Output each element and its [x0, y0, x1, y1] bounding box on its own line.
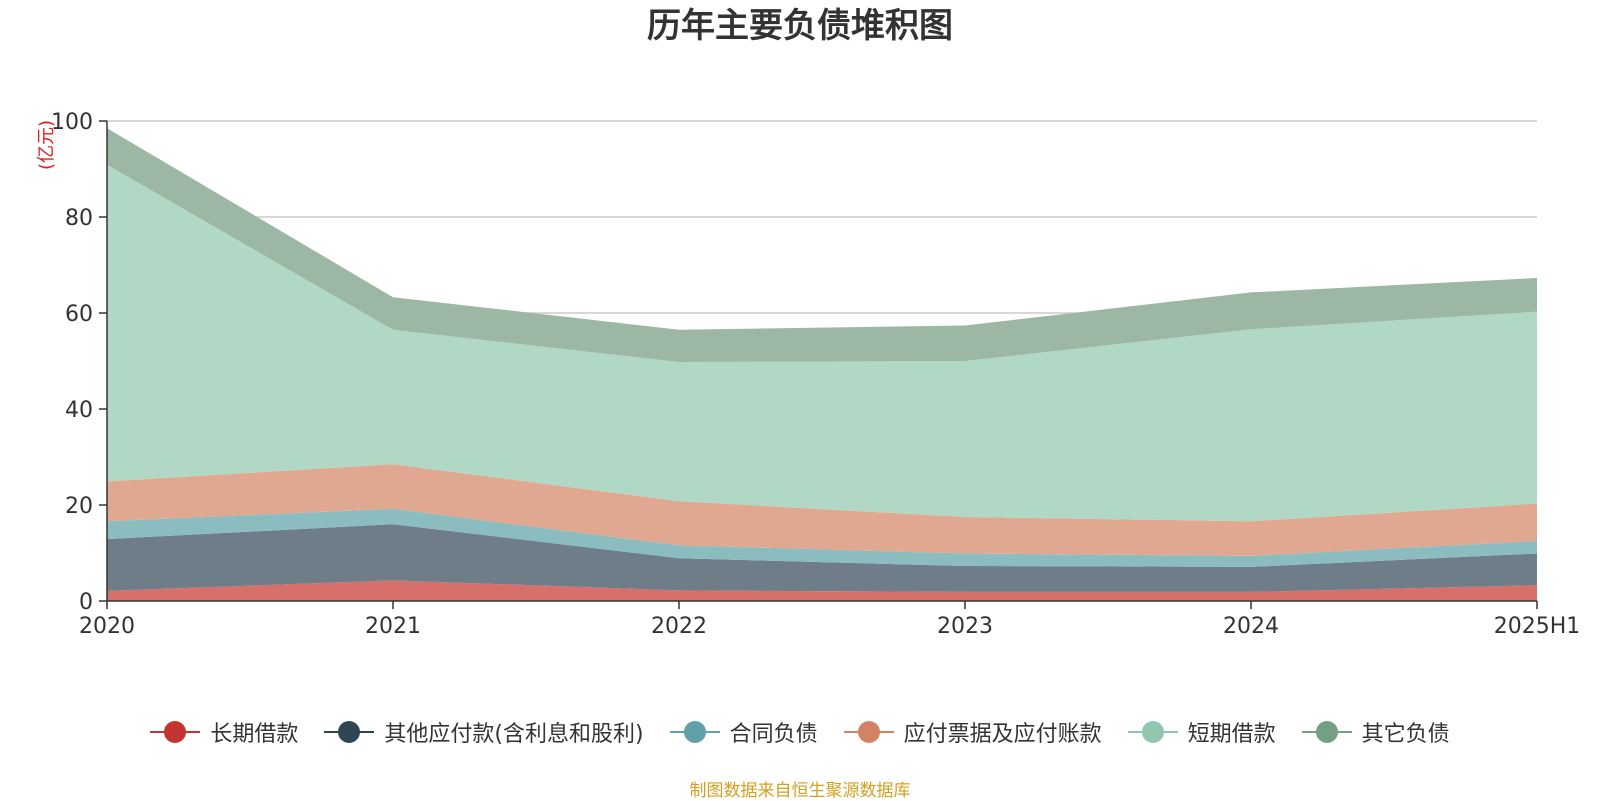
- x-tick-label: 2025H1: [1494, 614, 1581, 639]
- x-tick-label: 2022: [651, 614, 707, 639]
- legend-item[interactable]: 短期借款: [1127, 716, 1276, 748]
- area-series-5: [107, 164, 1537, 522]
- x-tick-label: 2021: [365, 614, 421, 639]
- legend-item[interactable]: 其他应付款(含利息和股利): [324, 716, 644, 748]
- legend-label: 应付票据及应付账款: [903, 722, 1102, 747]
- area-layer: [107, 128, 1537, 601]
- y-tick-label: 100: [51, 110, 93, 135]
- x-tick-label: 2020: [79, 614, 135, 639]
- area-series-1: [107, 580, 1537, 601]
- area-series-3: [107, 508, 1537, 567]
- x-tick-label: 2023: [937, 614, 993, 639]
- legend-marker-icon: [324, 719, 375, 745]
- source-note: 制图数据来自恒生聚源数据库: [689, 781, 911, 801]
- area-series-2: [107, 524, 1537, 592]
- y-tick-label: 20: [65, 494, 93, 519]
- legend-marker-icon: [669, 719, 720, 745]
- axis-layer: 0 20 40 60 80 100 2020 2021 2022 2023 2024 2025H1: [51, 110, 1580, 639]
- legend-item[interactable]: 其它负债: [1301, 716, 1450, 748]
- stacked-area-chart: 0 20 40 60 80 100 2020 2021 2022 2023 2024 2025H1 (…: [36, 110, 1580, 639]
- chart-title: 历年主要负债堆积图: [647, 6, 953, 46]
- area-series-6: [107, 128, 1537, 362]
- y-tick-label: 0: [79, 590, 93, 615]
- legend-item[interactable]: 长期借款: [150, 716, 298, 748]
- legend: 长期借款 其他应付款(含利息和股利) 合同负债 应付票据及应付账款 短期借款 其它负债: [0, 716, 1600, 748]
- legend-label: 其他应付款(含利息和股利): [384, 722, 644, 747]
- legend-marker-icon: [843, 719, 894, 745]
- area-series-4: [107, 464, 1537, 556]
- y-axis-unit-label: (亿元): [36, 120, 57, 170]
- y-tick-label: 60: [65, 302, 93, 327]
- legend-item[interactable]: 应付票据及应付账款: [843, 716, 1102, 748]
- legend-marker-icon: [1301, 719, 1352, 745]
- y-tick-label: 40: [65, 398, 93, 423]
- legend-item[interactable]: 合同负债: [669, 716, 818, 748]
- legend-marker-icon: [150, 719, 201, 745]
- y-tick-label: 80: [65, 206, 93, 231]
- legend-label: 合同负债: [729, 722, 818, 747]
- legend-label: 其它负债: [1361, 722, 1450, 747]
- legend-marker-icon: [1127, 719, 1178, 745]
- x-tick-label: 2024: [1223, 614, 1279, 639]
- legend-label: 长期借款: [210, 722, 299, 747]
- legend-label: 短期借款: [1187, 722, 1276, 747]
